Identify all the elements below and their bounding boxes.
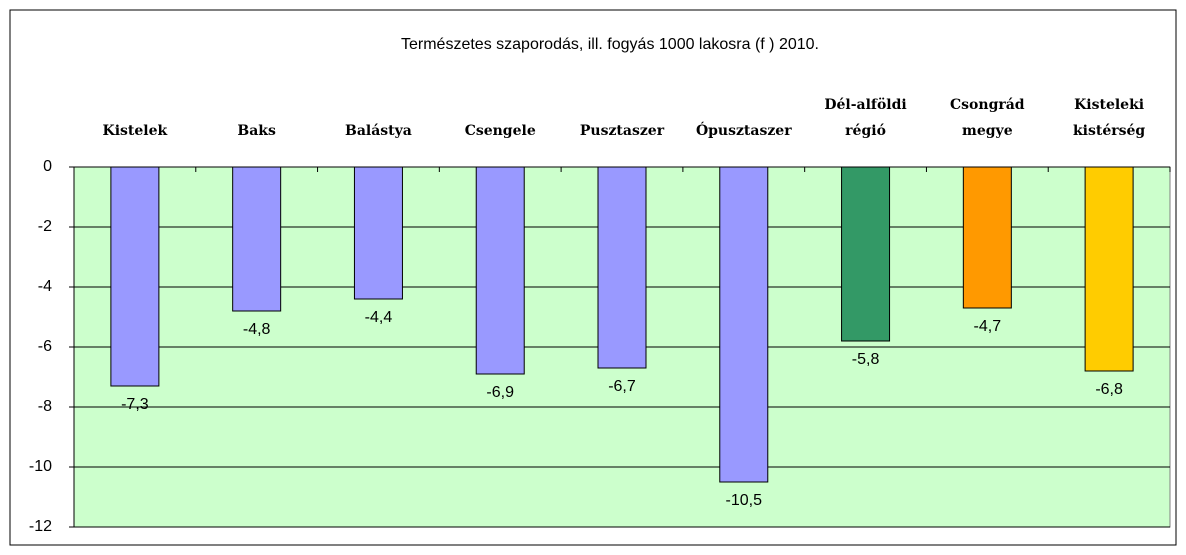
category-label: Dél-alföldi régió <box>824 97 907 139</box>
category-label: Kisteleki kistérség <box>1072 97 1146 139</box>
chart-title: Természetes szaporodás, ill. fogyás 1000… <box>401 36 819 53</box>
bar <box>475 166 525 375</box>
category-label: Csengele <box>464 123 536 139</box>
data-label: -6,7 <box>608 378 636 395</box>
y-tick-label: -12 <box>29 518 52 535</box>
category-label: Ópusztaszer <box>695 123 792 139</box>
category-label: Baks <box>237 123 276 139</box>
bar <box>841 166 891 342</box>
data-label: -6,9 <box>486 384 514 401</box>
y-tick-label: -8 <box>38 398 52 415</box>
bar <box>232 166 282 312</box>
bar <box>962 166 1012 309</box>
y-tick-label: -4 <box>38 278 52 295</box>
data-label: -4,7 <box>974 318 1002 335</box>
y-tick-label: -2 <box>38 218 52 235</box>
category-label: Kistelek <box>102 123 168 139</box>
category-label: Pusztaszer <box>579 123 665 139</box>
data-label: -5,8 <box>852 351 880 368</box>
y-tick-label: 0 <box>43 158 52 175</box>
y-tick-label: -6 <box>38 338 52 355</box>
data-label: -6,8 <box>1095 381 1123 398</box>
category-label: Balástya <box>345 123 412 139</box>
bar <box>110 166 160 387</box>
bar <box>1084 166 1134 372</box>
data-label: -4,8 <box>243 321 271 338</box>
bar <box>719 166 769 483</box>
bar <box>597 166 647 369</box>
data-label: -10,5 <box>726 492 763 509</box>
bar <box>353 166 403 300</box>
y-tick-label: -10 <box>29 458 52 475</box>
data-label: -7,3 <box>121 396 149 413</box>
category-label: Csongrád megye <box>950 97 1025 139</box>
data-label: -4,4 <box>365 309 393 326</box>
